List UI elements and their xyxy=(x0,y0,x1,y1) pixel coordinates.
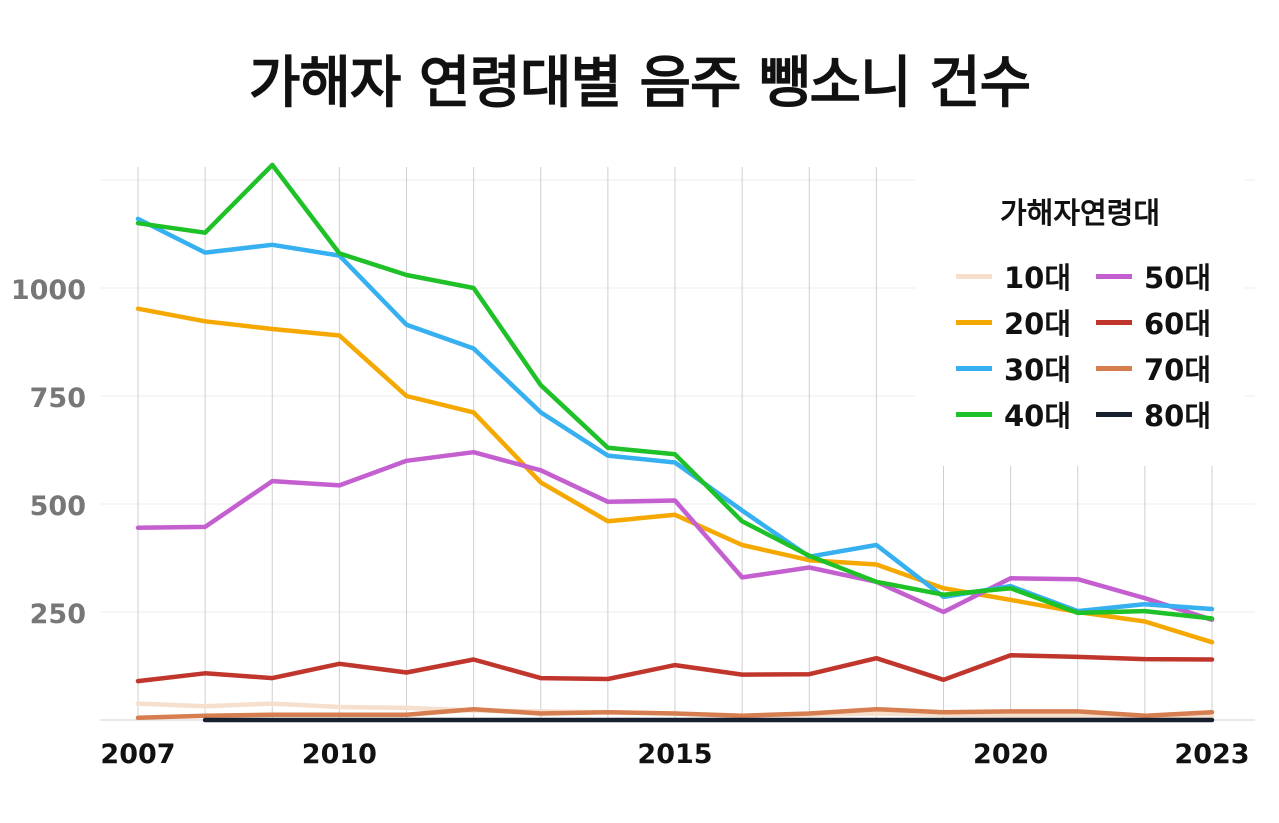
legend-label: 40대 xyxy=(1004,399,1072,433)
legend-label: 50대 xyxy=(1144,261,1212,295)
x-tick-label: 2010 xyxy=(302,739,377,770)
y-tick-label: 750 xyxy=(30,383,86,414)
legend-item: 70대 xyxy=(1096,345,1236,391)
legend-label: 10대 xyxy=(1004,261,1072,295)
x-tick-label: 2015 xyxy=(637,739,712,770)
legend-item: 80대 xyxy=(1096,391,1236,437)
legend-item: 10대 xyxy=(956,253,1096,299)
x-tick-label: 2023 xyxy=(1174,739,1249,770)
legend-label: 60대 xyxy=(1144,307,1212,341)
legend-item: 30대 xyxy=(956,345,1096,391)
legend-swatch xyxy=(1096,273,1132,279)
series-line-50대 xyxy=(135,449,1215,623)
legend-label: 70대 xyxy=(1144,353,1212,387)
legend-label: 20대 xyxy=(1004,307,1072,341)
legend-swatch xyxy=(1096,365,1132,371)
legend-item: 20대 xyxy=(956,299,1096,345)
legend-swatch xyxy=(956,273,992,279)
x-tick-label: 2007 xyxy=(100,739,175,770)
series-line-20대 xyxy=(135,306,1215,645)
series-line-60대 xyxy=(135,652,1215,684)
legend: 10대 50대 20대 60대 30대 70대 40대 80대 xyxy=(956,253,1246,437)
legend-swatch xyxy=(1096,411,1132,417)
legend-title: 가해자연령대 xyxy=(999,196,1161,230)
legend-item: 50대 xyxy=(1096,253,1236,299)
legend-swatch xyxy=(956,365,992,371)
legend-swatch xyxy=(956,319,992,325)
y-tick-label: 500 xyxy=(30,491,86,522)
series-line-70대 xyxy=(135,706,1215,721)
y-tick-label: 1000 xyxy=(11,275,86,306)
x-tick-label: 2020 xyxy=(973,739,1048,770)
legend-label: 80대 xyxy=(1144,399,1212,433)
series-line-40대 xyxy=(135,162,1215,621)
legend-swatch xyxy=(1096,319,1132,325)
legend-item: 40대 xyxy=(956,391,1096,437)
chart-title: 가해자 연령대별 음주 뺑소니 건수 xyxy=(248,51,1031,116)
legend-swatch xyxy=(956,411,992,417)
y-tick-label: 250 xyxy=(30,599,86,630)
legend-label: 30대 xyxy=(1004,353,1072,387)
legend-item: 60대 xyxy=(1096,299,1236,345)
